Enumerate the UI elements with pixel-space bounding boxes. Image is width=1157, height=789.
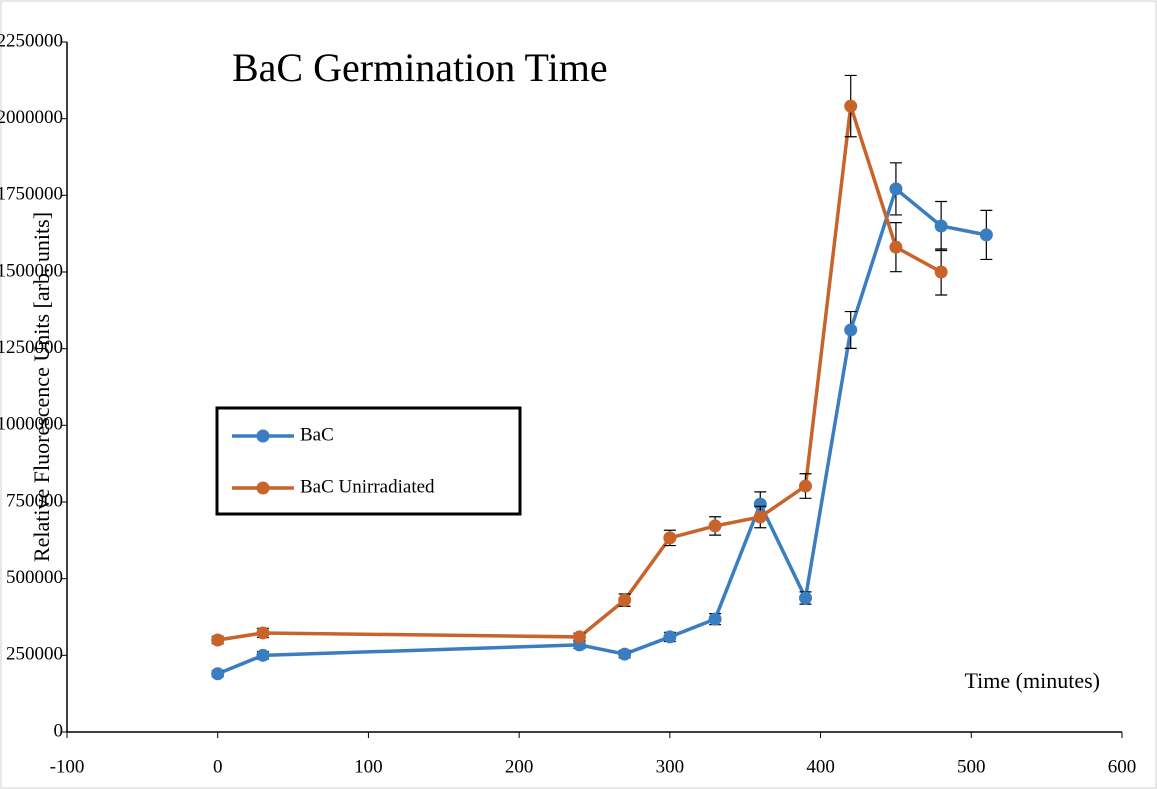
point xyxy=(753,497,767,511)
point xyxy=(753,510,767,524)
legend-box xyxy=(215,406,522,516)
point xyxy=(618,647,632,661)
point xyxy=(708,519,722,533)
point xyxy=(256,626,270,640)
point xyxy=(889,240,903,254)
point xyxy=(979,228,993,242)
point xyxy=(934,219,948,233)
x-tick-label: 600 xyxy=(1108,756,1137,777)
point xyxy=(663,531,677,545)
y-tick-label: 1750000 xyxy=(0,184,63,205)
point xyxy=(211,667,225,681)
point xyxy=(844,99,858,113)
y-tick-label: 750000 xyxy=(6,490,63,511)
x-tick-label: -100 xyxy=(50,756,85,777)
y-tick-label: 2000000 xyxy=(0,107,63,128)
point xyxy=(934,265,948,279)
legend-label: BaC xyxy=(300,424,334,445)
x-tick-label: 400 xyxy=(806,756,835,777)
x-tick-label: 100 xyxy=(354,756,383,777)
x-tick-label: 0 xyxy=(213,756,223,777)
x-tick-label: 300 xyxy=(656,756,685,777)
y-tick-label: 1250000 xyxy=(0,337,63,358)
point xyxy=(572,630,586,644)
y-axis-label: Relative Fluorescence Units [arb. units] xyxy=(29,212,54,562)
y-tick-label: 0 xyxy=(54,720,64,741)
x-tick-label: 200 xyxy=(505,756,534,777)
point xyxy=(844,323,858,337)
point xyxy=(799,591,812,605)
legend-label: BaC Unirradiated xyxy=(300,476,435,497)
series-line xyxy=(217,185,987,676)
legend-marker xyxy=(256,429,270,443)
point xyxy=(889,182,903,196)
x-axis-label: Time (minutes) xyxy=(965,668,1100,693)
point xyxy=(256,648,270,662)
point xyxy=(211,633,225,647)
point xyxy=(618,593,632,607)
x-tick-label: 500 xyxy=(957,756,986,777)
point xyxy=(708,612,722,626)
legend-marker xyxy=(256,481,270,495)
chart-title: BaC Germination Time xyxy=(232,45,608,90)
y-tick-label: 250000 xyxy=(6,644,63,665)
y-tick-label: 1000000 xyxy=(0,414,63,435)
point xyxy=(799,479,812,493)
y-tick-label: 2250000 xyxy=(0,30,63,51)
y-tick-label: 500000 xyxy=(6,567,63,588)
point xyxy=(663,630,677,644)
y-tick-label: 1500000 xyxy=(0,260,63,281)
